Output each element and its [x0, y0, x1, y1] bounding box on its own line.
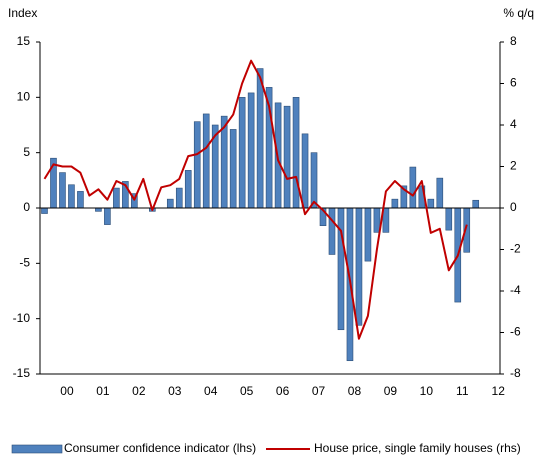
x-tick-label: 03: [168, 384, 182, 398]
bar: [247, 92, 255, 209]
legend-label: House price, single family houses (rhs): [314, 441, 521, 455]
bar: [184, 170, 192, 209]
x-tick-label: 07: [312, 384, 326, 398]
bar: [337, 207, 345, 331]
bar: [472, 199, 480, 209]
x-tick-label: 02: [132, 384, 146, 398]
y-tick-label: 15: [17, 34, 31, 48]
bar: [104, 207, 111, 225]
x-tick-label: 10: [420, 384, 434, 398]
y-tick-label: 10: [17, 90, 31, 104]
bar: [364, 207, 372, 262]
y2-tick-label: 0: [510, 200, 517, 214]
bar: [310, 152, 318, 209]
x-tick-label: 08: [348, 384, 362, 398]
x-tick-label: 12: [492, 384, 506, 398]
y-tick-label: 5: [23, 145, 30, 159]
bar: [301, 133, 309, 209]
x-tick-label: 01: [96, 384, 110, 398]
bar: [328, 207, 336, 255]
bar: [238, 97, 246, 209]
y-tick-label: 0: [23, 200, 30, 214]
bar: [229, 129, 237, 209]
y2-tick-label: -2: [510, 242, 521, 256]
bar: [445, 207, 453, 231]
x-tick-label: 11: [456, 384, 469, 398]
bar: [382, 207, 390, 233]
bar: [373, 207, 381, 233]
bar: [68, 184, 75, 209]
y2-tick-label: 4: [510, 117, 517, 131]
y2-axis-title: % q/q: [503, 6, 534, 20]
bar: [166, 198, 174, 209]
bar: [202, 113, 210, 209]
bar: [41, 207, 48, 214]
legend-swatch: [11, 444, 63, 454]
y-tick-label: -5: [19, 256, 30, 270]
y2-tick-label: 8: [510, 34, 517, 48]
x-tick-label: 05: [240, 384, 254, 398]
bar: [355, 207, 363, 326]
bar: [391, 198, 399, 209]
x-tick-label: 09: [384, 384, 398, 398]
bar: [283, 105, 291, 209]
y2-tick-label: -4: [510, 283, 521, 297]
x-tick-label: 00: [60, 384, 74, 398]
y2-tick-label: 6: [510, 76, 517, 90]
bar: [77, 191, 84, 209]
y-tick-label: -15: [13, 366, 31, 380]
bar: [292, 97, 300, 209]
bar: [436, 177, 444, 209]
y-axis-title: Index: [8, 6, 37, 20]
bar: [113, 187, 120, 209]
y2-tick-label: -8: [510, 366, 521, 380]
y2-tick-label: -6: [510, 325, 521, 339]
bar: [409, 166, 417, 209]
bar: [175, 187, 183, 209]
bar: [256, 68, 264, 209]
legend-label: Consumer confidence indicator (lhs): [64, 441, 256, 455]
bar: [427, 198, 435, 209]
x-tick-label: 06: [276, 384, 290, 398]
y-tick-label: -10: [13, 311, 31, 325]
y2-tick-label: 2: [510, 159, 517, 173]
bar: [193, 121, 201, 209]
line: [43, 59, 468, 340]
x-tick-label: 04: [204, 384, 218, 398]
bar: [59, 172, 66, 209]
